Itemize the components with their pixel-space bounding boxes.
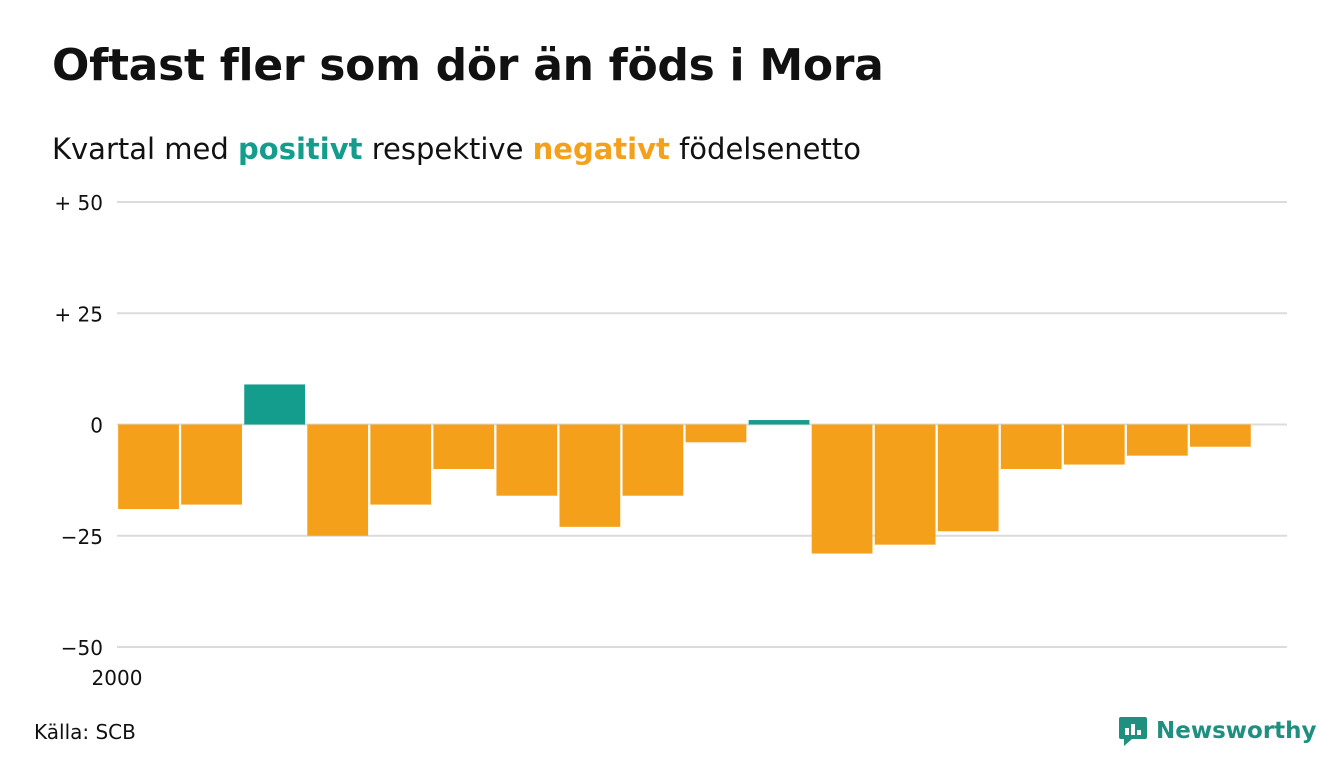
subtitle-negative-word: negativt <box>532 132 670 166</box>
bar <box>118 424 179 510</box>
y-tick-label: −50 <box>61 636 103 660</box>
subtitle-prefix: Kvartal med <box>52 132 229 166</box>
subtitle-suffix: födelsenetto <box>679 132 861 166</box>
subtitle-middle: respektive <box>371 132 524 166</box>
bar <box>433 424 495 469</box>
bar <box>748 420 810 425</box>
bar <box>1126 424 1188 456</box>
y-tick-label: 0 <box>90 414 103 438</box>
y-tick-label: + 25 <box>54 302 103 326</box>
bar <box>181 424 242 505</box>
bar <box>1063 424 1125 465</box>
y-tick-label: −25 <box>61 525 103 549</box>
x-axis-tick-labels: 20002005201020152020 <box>92 666 143 690</box>
source-note: Källa: SCB <box>34 720 136 744</box>
bar <box>1000 424 1062 469</box>
x-tick-label: 2000 <box>92 666 143 690</box>
bar <box>307 424 369 536</box>
bar <box>559 424 621 527</box>
bar <box>370 424 432 505</box>
brand-logo: Newsworthy <box>1118 714 1317 748</box>
bars <box>118 384 1251 554</box>
bar <box>622 424 684 496</box>
bar <box>874 424 936 545</box>
bar <box>811 424 873 554</box>
chart-subtitle: Kvartal med positivt respektive negativt… <box>52 132 861 166</box>
bar <box>1190 424 1251 447</box>
y-tick-label: + 50 <box>54 191 103 215</box>
bar <box>244 384 305 425</box>
bar <box>496 424 558 496</box>
bar <box>937 424 999 532</box>
brand-name: Newsworthy <box>1156 718 1317 744</box>
bar <box>685 424 747 443</box>
y-axis-tick-labels: + 50 + 25 0 −25 −50 <box>54 191 103 660</box>
chart-title: Oftast fler som dör än föds i Mora <box>52 40 884 91</box>
bar-chart: + 50 + 25 0 −25 −50 20002005201020152020 <box>54 191 1287 690</box>
newsworthy-logo-icon <box>1119 717 1147 746</box>
subtitle-positive-word: positivt <box>238 132 363 166</box>
